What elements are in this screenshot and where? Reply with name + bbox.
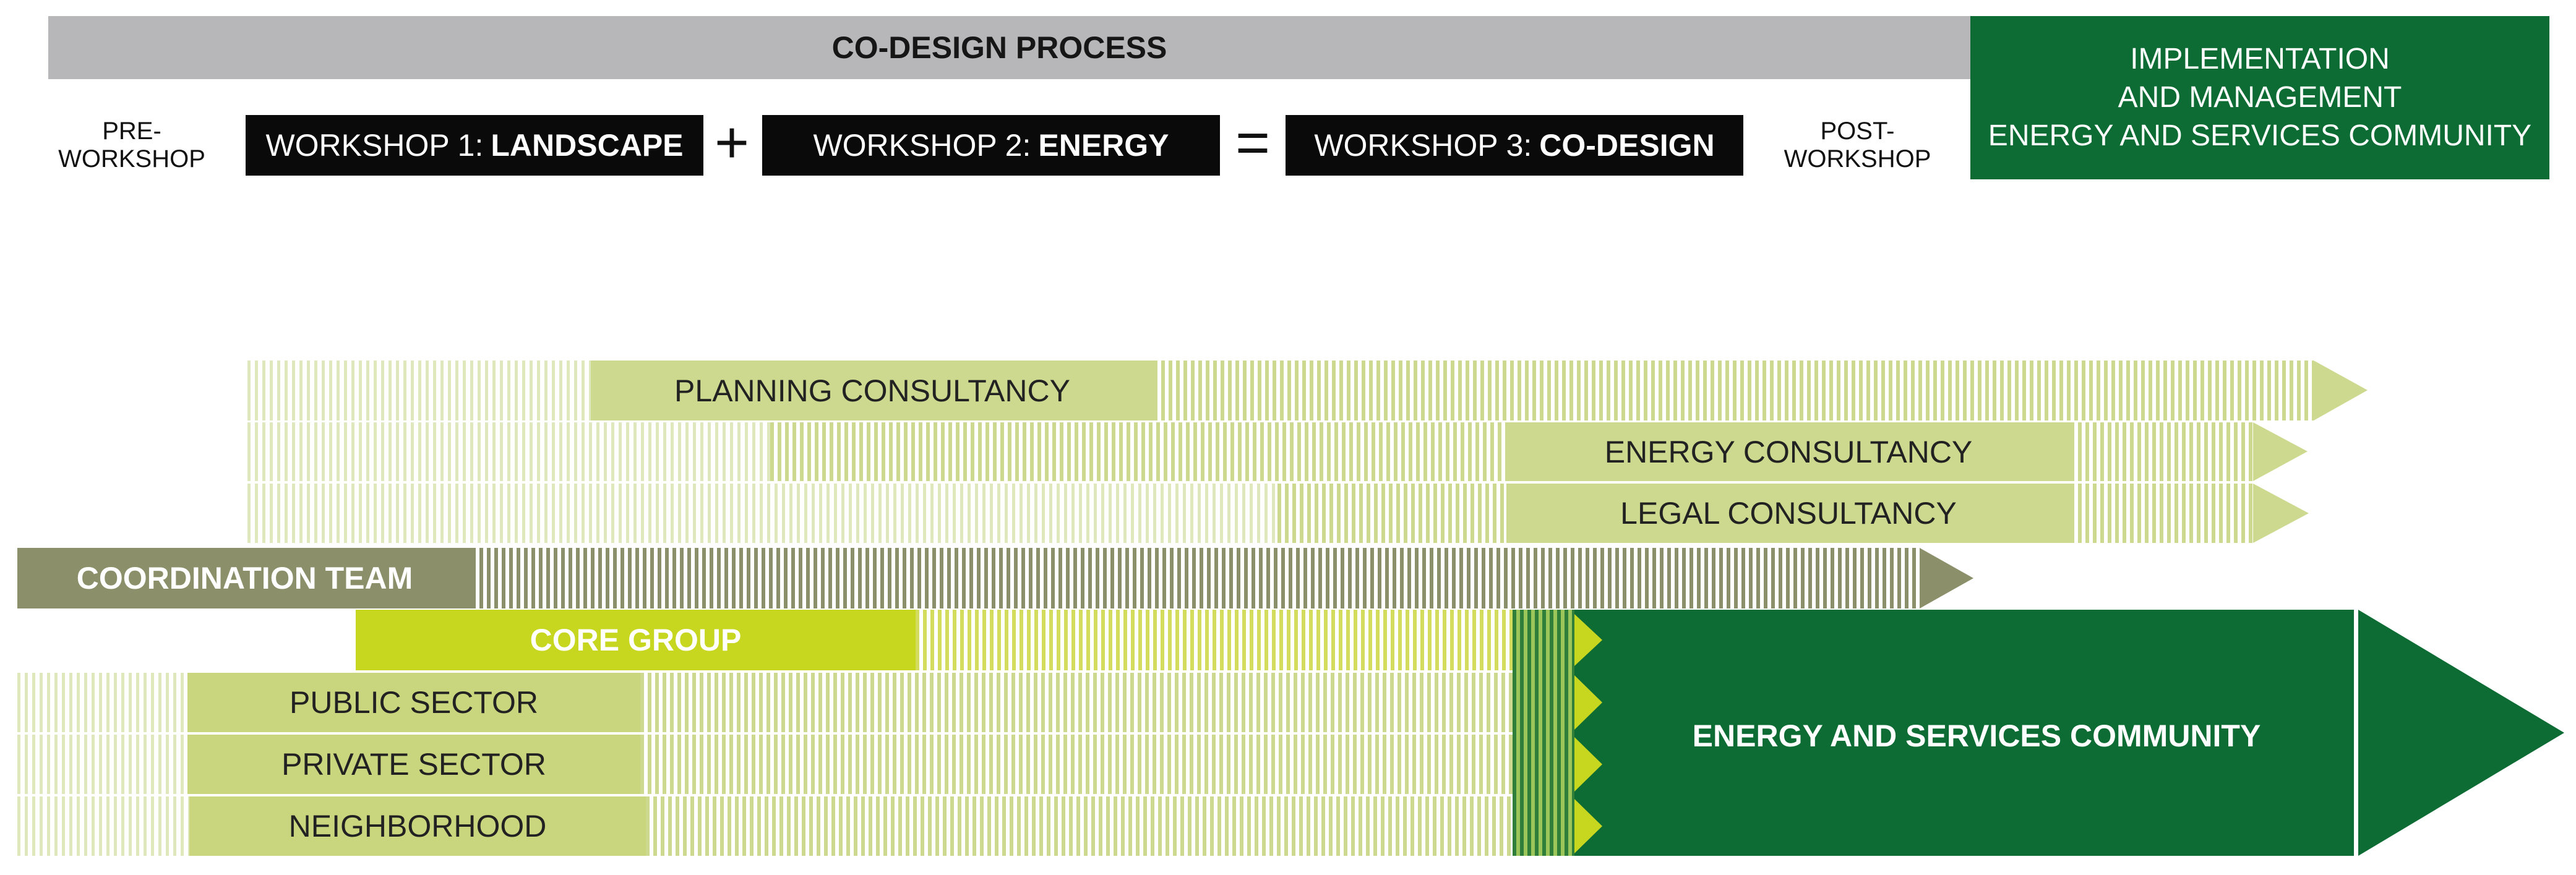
neighborhood-stripe-pre <box>17 796 189 856</box>
energy-consultancy-box: ENERGY CONSULTANCY <box>1506 422 2071 481</box>
implementation-box: IMPLEMENTATION AND MANAGEMENT ENERGY AND… <box>1970 16 2549 179</box>
public-stripe-post <box>640 673 1513 732</box>
public-entry-chevron-icon <box>1574 675 1602 730</box>
planning-arrowhead-icon <box>2314 361 2368 420</box>
workshop-2-box: WORKSHOP 2: ENERGY <box>762 115 1220 176</box>
implementation-line-2: AND MANAGEMENT <box>2118 81 2402 114</box>
core-group-box: CORE GROUP <box>356 610 916 670</box>
energy-arrowhead-icon <box>2253 422 2308 481</box>
core-group-stripe <box>916 610 1513 670</box>
pre-workshop-label: PRE-WORKSHOP <box>58 117 205 173</box>
workshop-3-name: CO-DESIGN <box>1539 128 1715 163</box>
legal-stripe-pre-light <box>247 484 1277 543</box>
planning-stripe-post <box>1154 361 2314 420</box>
energy-stripe-pre-mid <box>770 422 1506 481</box>
public-stripe-pre <box>17 673 187 732</box>
legal-stripe-pre-mid <box>1277 484 1506 543</box>
workshop-3-box: WORKSHOP 3: CO-DESIGN <box>1286 115 1743 176</box>
equals-sign: = <box>1235 109 1271 176</box>
community-body <box>1574 610 2354 856</box>
private-stripe-pre <box>17 735 187 794</box>
private-entry-chevron-icon <box>1574 737 1602 792</box>
workshop-2-name: ENERGY <box>1038 128 1169 163</box>
workshop-1-name: LANDSCAPE <box>491 128 684 163</box>
private-sector-box: PRIVATE SECTOR <box>187 735 640 794</box>
core-entry-chevron-icon <box>1574 614 1602 666</box>
community-entry-stripe <box>1513 610 1574 856</box>
community-label: ENERGY AND SERVICES COMMUNITY <box>1692 719 2261 753</box>
workshop-2-prefix: WORKSHOP 2: <box>813 128 1031 163</box>
energy-stripe-pre-light <box>247 422 770 481</box>
community-arrowhead-icon <box>2358 610 2564 856</box>
workshop-3-prefix: WORKSHOP 3: <box>1314 128 1532 163</box>
plus-sign: + <box>714 109 750 176</box>
legal-arrowhead-icon <box>2253 484 2309 543</box>
post-workshop-label: POST-WORKSHOP <box>1784 117 1931 173</box>
workshop-1-box: WORKSHOP 1: LANDSCAPE <box>246 115 703 176</box>
neighborhood-stripe-post <box>646 796 1513 856</box>
energy-stripe-post <box>2071 422 2253 481</box>
coordination-stripe <box>472 548 1920 608</box>
codesign-process-label: CO-DESIGN PROCESS <box>831 30 1167 65</box>
codesign-process-bar <box>48 16 1970 79</box>
coordination-team-box: COORDINATION TEAM <box>17 548 472 608</box>
planning-stripe-pre <box>247 361 591 420</box>
neighborhood-box: NEIGHBORHOOD <box>189 796 646 856</box>
workshop-1-prefix: WORKSHOP 1: <box>265 128 484 163</box>
private-stripe-post <box>640 735 1513 794</box>
planning-consultancy-box: PLANNING CONSULTANCY <box>591 361 1154 420</box>
public-sector-box: PUBLIC SECTOR <box>187 673 640 732</box>
implementation-line-3: ENERGY AND SERVICES COMMUNITY <box>1988 119 2532 152</box>
neighborhood-entry-chevron-icon <box>1574 799 1602 853</box>
coordination-arrowhead-icon <box>1920 548 1973 608</box>
legal-stripe-post <box>2071 484 2253 543</box>
implementation-line-1: IMPLEMENTATION <box>2130 43 2390 75</box>
legal-consultancy-box: LEGAL CONSULTANCY <box>1506 484 2071 543</box>
